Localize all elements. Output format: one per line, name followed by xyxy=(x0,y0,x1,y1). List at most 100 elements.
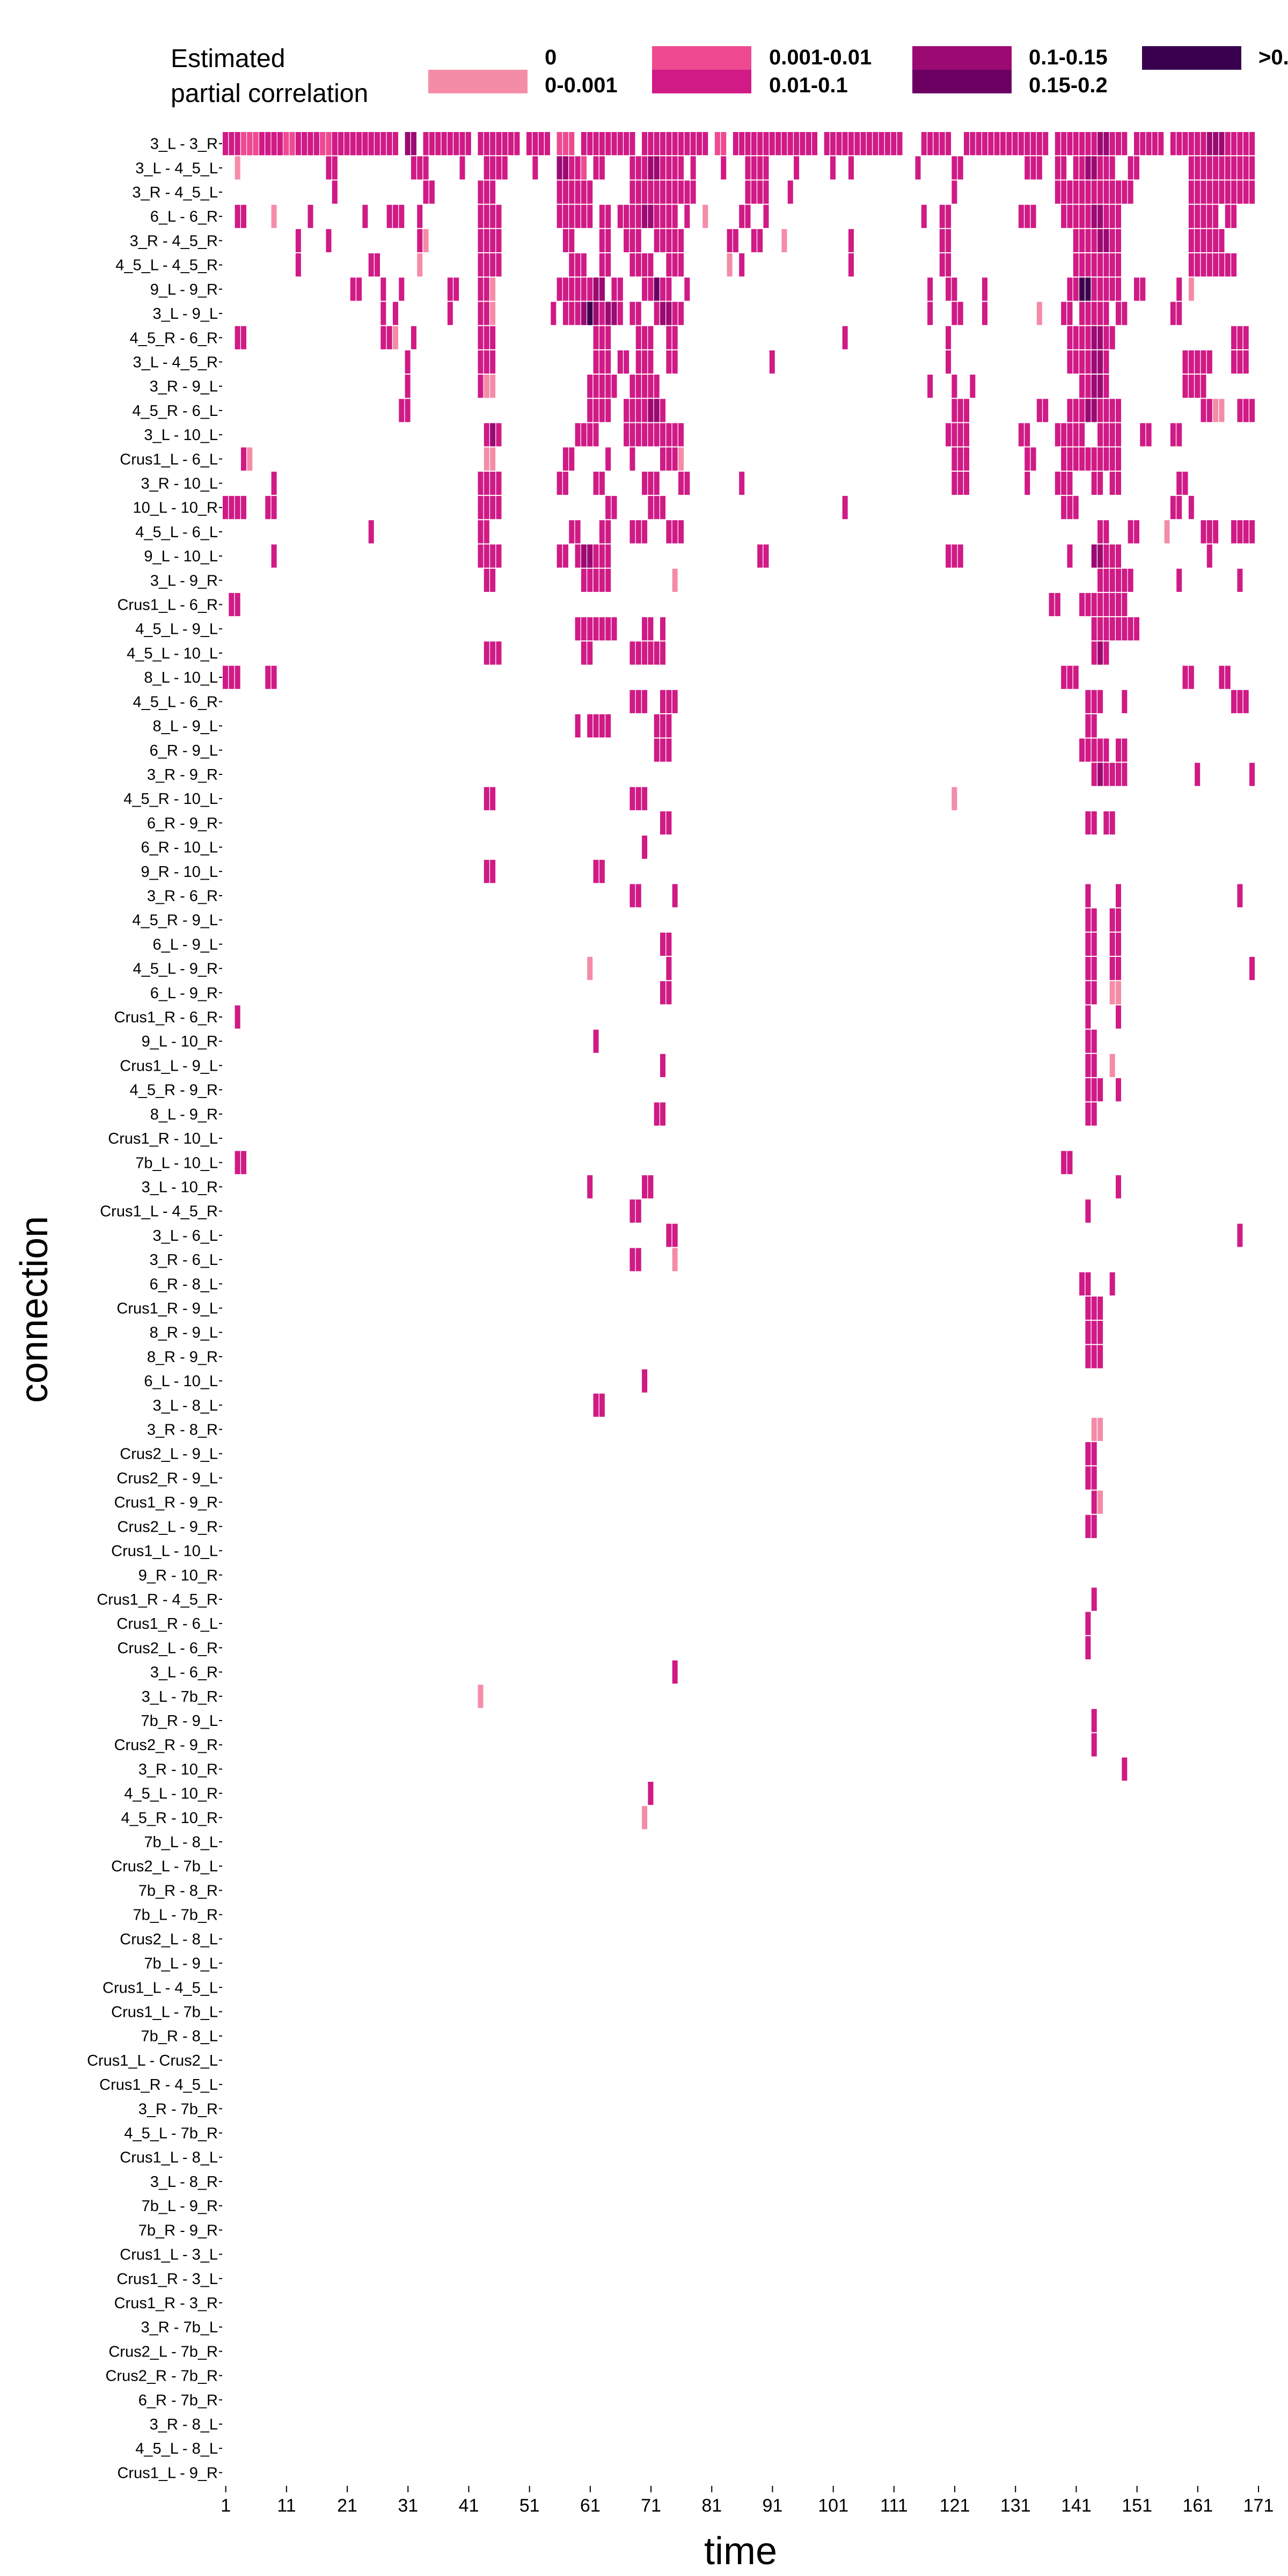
heatmap-cell xyxy=(1195,350,1201,374)
heatmap-cell xyxy=(648,496,654,519)
heatmap-cell xyxy=(599,375,605,398)
heatmap-cell xyxy=(666,738,672,762)
heatmap-cell xyxy=(654,738,660,762)
heatmap-cell xyxy=(490,544,496,568)
heatmap-cell xyxy=(642,423,648,447)
heatmap-cell xyxy=(1103,568,1109,592)
connection-label: 7b_R - 8_L xyxy=(141,2028,218,2045)
heatmap-cell xyxy=(1024,156,1030,180)
heatmap-cell xyxy=(1170,132,1176,156)
heatmap-cell xyxy=(884,132,890,156)
x-tick-label: 61 xyxy=(580,2496,601,2516)
heatmap-cell xyxy=(721,156,727,180)
heatmap-cell xyxy=(484,326,489,349)
heatmap-cell xyxy=(642,835,648,859)
heatmap-cell xyxy=(1109,957,1115,980)
heatmap-cell xyxy=(1195,132,1201,156)
heatmap-cell xyxy=(630,690,635,713)
heatmap-cell xyxy=(1067,350,1073,374)
heatmap-cell xyxy=(386,326,392,349)
heatmap-cell xyxy=(666,132,672,156)
heatmap-cell xyxy=(496,229,502,253)
heatmap-cell xyxy=(946,326,952,349)
heatmap-cell xyxy=(1097,617,1103,641)
heatmap-cell xyxy=(1030,132,1036,156)
heatmap-cell xyxy=(630,253,635,277)
x-tick-label: 51 xyxy=(519,2496,540,2516)
heatmap-cell xyxy=(277,132,283,156)
heatmap-cell xyxy=(617,277,623,301)
heatmap-cell xyxy=(1085,932,1091,956)
heatmap-cell xyxy=(581,277,587,301)
heatmap-cell xyxy=(957,423,963,447)
heatmap-cell xyxy=(624,423,630,447)
heatmap-cell xyxy=(648,423,654,447)
heatmap-cell xyxy=(952,544,957,568)
heatmap-cell xyxy=(952,156,957,180)
heatmap-cell xyxy=(484,520,489,544)
heatmap-cell xyxy=(921,132,927,156)
heatmap-cell xyxy=(1206,544,1212,568)
heatmap-cell xyxy=(648,399,654,422)
heatmap-cell xyxy=(1091,908,1097,932)
connection-label: 3_L - 9_R xyxy=(150,572,218,589)
heatmap-cell xyxy=(575,520,581,544)
heatmap-cell xyxy=(593,568,599,592)
heatmap-cell xyxy=(666,520,672,544)
heatmap-cell xyxy=(702,132,708,156)
heatmap-cell xyxy=(964,423,970,447)
heatmap-cell xyxy=(289,132,295,156)
heatmap-cell xyxy=(271,665,277,689)
heatmap-cell xyxy=(1182,132,1188,156)
heatmap-cell xyxy=(939,132,945,156)
connection-label: Crus1_L - Crus2_L xyxy=(87,2052,218,2069)
heatmap-cell xyxy=(1109,592,1115,617)
heatmap-cell xyxy=(672,1660,678,1684)
heatmap-cell xyxy=(411,156,416,180)
heatmap-cell xyxy=(478,544,484,568)
heatmap-cell xyxy=(927,302,933,325)
heatmap-cell xyxy=(1225,204,1231,228)
heatmap-cell xyxy=(1103,447,1109,471)
heatmap-cell xyxy=(1091,932,1097,956)
heatmap-cell xyxy=(1103,132,1109,156)
heatmap-cell xyxy=(1249,132,1255,156)
heatmap-cell xyxy=(1188,156,1194,180)
heatmap-cell xyxy=(927,375,933,398)
heatmap-cell xyxy=(1103,156,1109,180)
heatmap-cell xyxy=(235,665,240,689)
heatmap-cell xyxy=(587,568,593,592)
heatmap-cell xyxy=(1109,981,1115,1005)
heatmap-cell xyxy=(1091,1029,1097,1053)
heatmap-cell xyxy=(1219,253,1225,277)
heatmap-cell xyxy=(593,860,599,883)
heatmap-cell xyxy=(745,180,751,204)
heatmap-cell xyxy=(654,229,660,253)
heatmap-cell xyxy=(648,253,654,277)
heatmap-cell xyxy=(496,496,502,519)
heatmap-cell xyxy=(417,253,423,277)
heatmap-cell xyxy=(484,568,489,592)
heatmap-cell xyxy=(587,277,593,301)
heatmap-cell xyxy=(1000,132,1006,156)
heatmap-cell xyxy=(1116,132,1122,156)
heatmap-cell xyxy=(344,132,350,156)
heatmap-cell xyxy=(569,302,575,325)
heatmap-cell xyxy=(635,520,641,544)
heatmap-cell xyxy=(1109,277,1115,301)
connection-label: Crus1_L - 9_L xyxy=(120,1057,218,1074)
connection-label: 4_5_L - 9_R xyxy=(133,961,218,978)
heatmap-cell xyxy=(1091,399,1097,422)
connection-label: 3_L - 6_R xyxy=(150,1664,218,1681)
heatmap-cell xyxy=(952,787,957,810)
heatmap-cell xyxy=(939,229,945,253)
heatmap-cell xyxy=(557,156,562,180)
heatmap-cell xyxy=(478,326,484,349)
heatmap-cell xyxy=(946,544,952,568)
heatmap-cell xyxy=(964,132,970,156)
heatmap-cell xyxy=(514,132,520,156)
heatmap-cell xyxy=(666,277,672,301)
heatmap-cell xyxy=(1085,592,1091,617)
heatmap-cell xyxy=(678,471,684,495)
legend-label: 0.15-0.2 xyxy=(1029,74,1108,97)
